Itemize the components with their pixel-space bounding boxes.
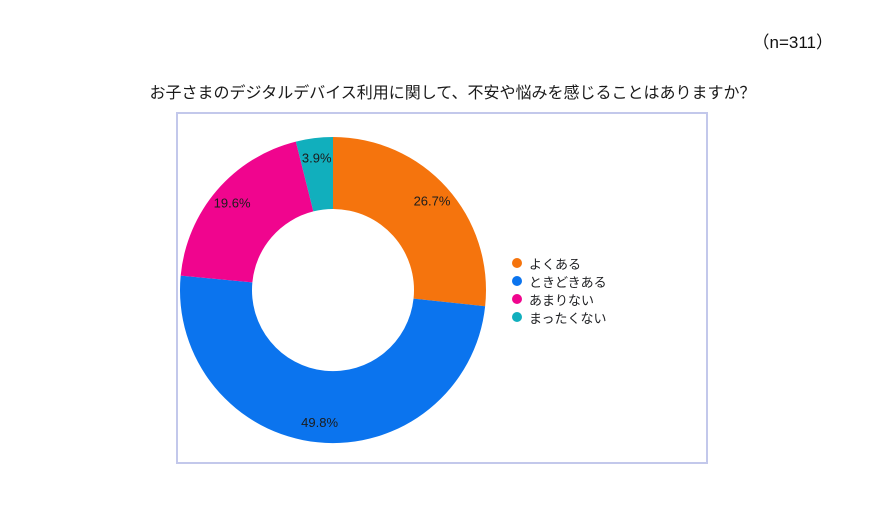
legend-color-dot — [512, 276, 522, 286]
legend-label: あまりない — [529, 292, 595, 308]
legend-item-1[interactable]: ときどきある — [512, 272, 607, 290]
legend-item-3[interactable]: まったくない — [512, 308, 607, 326]
chart-title: お子さまのデジタルデバイス利用に関して、不安や悩みを感じることはありますか？ — [149, 85, 756, 102]
slice-value-label-0: 26.7% — [414, 194, 451, 209]
pie-slice-2[interactable] — [180, 141, 314, 283]
donut-chart: 26.7% 49.8% 19.6% 3.9% — [179, 137, 487, 444]
legend-item-0[interactable]: よくある — [512, 254, 607, 272]
slice-value-label-1: 49.8% — [301, 415, 338, 430]
legend-label: よくある — [529, 256, 582, 272]
pie-slice-1[interactable] — [179, 275, 486, 444]
legend-label: ときどきある — [529, 274, 607, 290]
sample-size-label: （n=311） — [752, 33, 833, 52]
slice-value-label-2: 19.6% — [214, 196, 251, 211]
legend-color-dot — [512, 258, 522, 268]
chart-frame: 26.7% 49.8% 19.6% 3.9% よくあるときどきある あまりないまったくな… — [176, 112, 708, 464]
legend-color-dot — [512, 312, 522, 322]
pie-slice-0[interactable] — [333, 137, 487, 307]
chart-legend: よくあるときどきある あまりないまったくない — [512, 254, 607, 326]
pie-slice-3[interactable] — [295, 137, 333, 212]
legend-item-2[interactable]: あまりない — [512, 290, 607, 308]
legend-color-dot — [512, 294, 522, 304]
slice-value-label-3: 3.9% — [302, 150, 332, 165]
legend-label: まったくない — [529, 310, 607, 326]
